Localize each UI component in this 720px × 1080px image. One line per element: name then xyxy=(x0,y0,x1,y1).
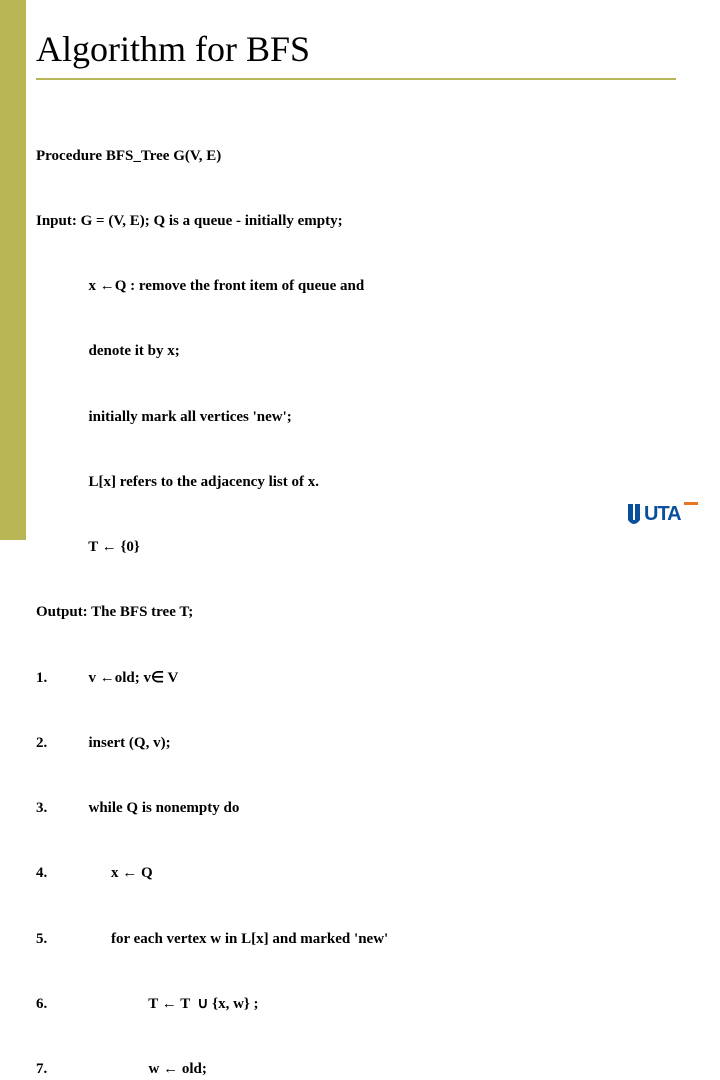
algo-line: Output: The BFS tree T; xyxy=(36,602,700,624)
algo-line: initially mark all vertices 'new'; xyxy=(36,407,700,429)
slide-content: Algorithm for BFS Procedure BFS_Tree G(V… xyxy=(36,28,700,1080)
algo-line: 3. while Q is nonempty do xyxy=(36,798,700,820)
sidebar-accent xyxy=(0,0,26,540)
title-underline xyxy=(36,78,676,80)
algo-line: 2. insert (Q, v); xyxy=(36,733,700,755)
algo-line: Procedure BFS_Tree G(V, E) xyxy=(36,146,700,168)
algo-line: Input: G = (V, E); Q is a queue - initia… xyxy=(36,211,700,233)
algo-line: 4. x ← Q xyxy=(36,863,700,885)
algorithm-block: Procedure BFS_Tree G(V, E) Input: G = (V… xyxy=(36,102,700,1080)
algo-line: T ← {0} xyxy=(36,537,700,559)
svg-text:UTA: UTA xyxy=(644,503,681,525)
algo-line: 5. for each vertex w in L[x] and marked … xyxy=(36,929,700,951)
algo-line: 7. w ← old; xyxy=(36,1059,700,1080)
uta-logo: UTA xyxy=(628,496,702,526)
algo-line: denote it by x; xyxy=(36,341,700,363)
algo-line: 6. T ← T ∪ {x, w} ; xyxy=(36,994,700,1016)
algo-line: L[x] refers to the adjacency list of x. xyxy=(36,472,700,494)
algo-line: x ←Q : remove the front item of queue an… xyxy=(36,276,700,298)
algo-line: 1. v ←old; v∈ V xyxy=(36,668,700,690)
slide-title: Algorithm for BFS xyxy=(36,28,700,70)
